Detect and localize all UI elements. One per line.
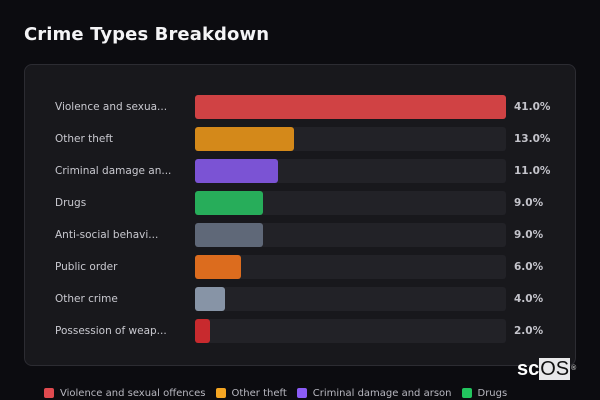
- bar-row: Public order 6.0%: [25, 255, 575, 279]
- bar-value: 9.0%: [514, 197, 544, 209]
- bar-track: [195, 287, 506, 311]
- bar-label: Public order: [55, 261, 118, 273]
- legend-label: Other theft: [231, 387, 287, 399]
- bar-track: [195, 95, 506, 119]
- chart-legend: Violence and sexual offences Other theft C…: [44, 386, 507, 400]
- bar-row: Other crime 4.0%: [25, 287, 575, 311]
- bar-fill[interactable]: [195, 287, 226, 311]
- legend-label: Violence and sexual offences: [60, 387, 206, 399]
- bar-fill[interactable]: [195, 191, 264, 215]
- bar-fill[interactable]: [195, 127, 294, 151]
- chart-panel: Violence and sexua... 41.0% Other theft 13.…: [24, 64, 576, 366]
- legend-item[interactable]: Violence and sexual offences: [44, 388, 206, 399]
- registered-mark-icon: ®: [571, 365, 577, 372]
- watermark-logo: scOS ®: [517, 358, 576, 380]
- bar-track: [195, 159, 506, 183]
- bar-label: Drugs: [55, 197, 87, 209]
- legend-item[interactable]: Criminal damage and arson: [296, 387, 452, 399]
- bar-label: Anti-social behavi...: [55, 229, 159, 241]
- bar-track: [195, 127, 506, 151]
- bar-fill[interactable]: [195, 159, 279, 183]
- bar-fill[interactable]: [195, 255, 241, 279]
- legend-swatch-icon: [215, 388, 226, 398]
- bar-value: 13.0%: [514, 133, 551, 145]
- bar-label: Other theft: [55, 133, 114, 145]
- bar-fill[interactable]: [195, 319, 211, 343]
- bar-value: 11.0%: [514, 165, 551, 177]
- bar-row: Violence and sexua... 41.0%: [25, 95, 575, 119]
- bar-value: 2.0%: [514, 325, 544, 337]
- chart-title: Crime Types Breakdown: [24, 24, 270, 45]
- bar-fill[interactable]: [195, 95, 506, 119]
- legend-item[interactable]: Other theft: [215, 387, 287, 399]
- bar-row: Possession of weap... 2.0%: [25, 319, 575, 343]
- bar-value: 4.0%: [514, 293, 544, 305]
- bar-row: Criminal damage an... 11.0%: [25, 159, 575, 183]
- bar-track: [195, 223, 506, 247]
- bar-track: [195, 191, 506, 215]
- bar-row: Other theft 13.0%: [25, 127, 575, 151]
- watermark-prefix: sc: [517, 358, 540, 380]
- legend-label: Drugs: [477, 387, 508, 399]
- bar-track: [195, 319, 506, 343]
- bar-value: 6.0%: [514, 261, 544, 273]
- bar-label: Possession of weap...: [55, 325, 167, 337]
- legend-item[interactable]: Drugs: [461, 387, 508, 399]
- legend-swatch-icon: [461, 388, 472, 398]
- bar-row: Anti-social behavi... 9.0%: [25, 223, 575, 247]
- bar-fill[interactable]: [195, 223, 264, 247]
- legend-swatch-icon: [296, 388, 307, 398]
- bar-value: 41.0%: [514, 101, 551, 113]
- bar-value: 9.0%: [514, 229, 544, 241]
- watermark-boxed: OS: [539, 358, 571, 380]
- bar-row: Drugs 9.0%: [25, 191, 575, 215]
- bar-label: Other crime: [55, 293, 118, 305]
- bar-label: Violence and sexua...: [55, 101, 168, 113]
- legend-swatch-icon: [44, 388, 54, 398]
- legend-label: Criminal damage and arson: [312, 387, 452, 399]
- bar-track: [195, 255, 506, 279]
- bar-label: Criminal damage an...: [55, 165, 172, 177]
